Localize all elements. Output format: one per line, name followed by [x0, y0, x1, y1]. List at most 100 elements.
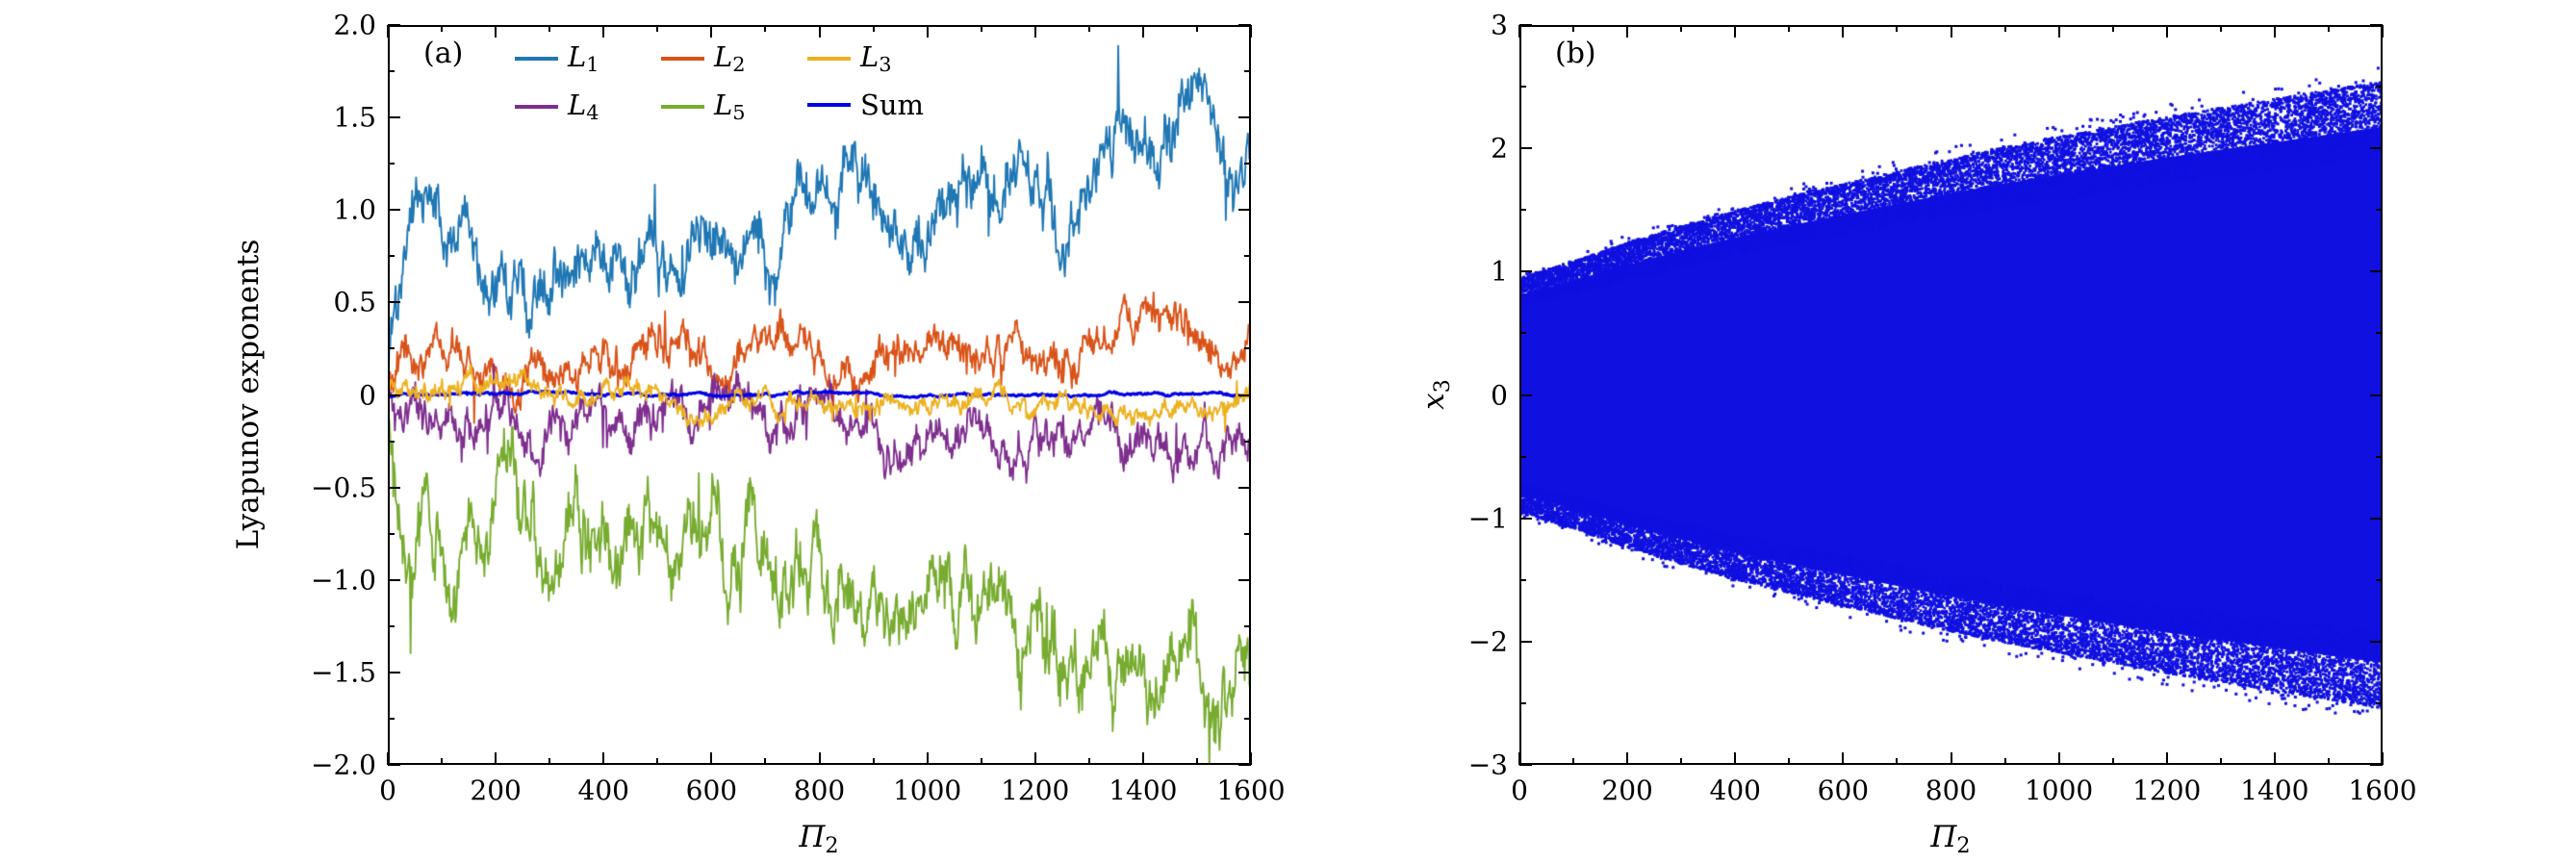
tick-mark	[2370, 270, 2383, 273]
tick-mark	[1680, 25, 1683, 32]
x-tick-label: 1600	[1216, 775, 1286, 806]
tick-mark	[764, 25, 767, 32]
tick-mark	[872, 25, 875, 32]
legend-label: Sum	[860, 89, 925, 121]
tick-mark	[2370, 24, 2383, 26]
tick-mark	[388, 440, 395, 443]
y-tick-label: 3	[1491, 9, 1508, 41]
tick-mark	[388, 301, 400, 304]
tick-mark	[388, 255, 395, 258]
y-tick-label: −2.0	[311, 749, 376, 781]
tick-mark	[388, 532, 395, 535]
tick-mark	[2376, 578, 2383, 581]
panel-a-xlabel: Π2	[799, 820, 838, 858]
legend-item-l2: L2	[661, 40, 746, 76]
tick-mark	[1238, 764, 1251, 766]
x-tick-label: 0	[1511, 775, 1528, 806]
y-tick-label: 1.5	[333, 101, 376, 134]
tick-mark	[2370, 147, 2383, 150]
tick-mark	[441, 25, 444, 32]
y-tick-label: 0	[1491, 379, 1508, 411]
tick-mark	[1195, 25, 1198, 32]
y-tick-label: 2.0	[333, 9, 376, 41]
x-tick-label: 200	[470, 775, 522, 806]
tick-mark	[495, 752, 497, 765]
x-tick-label: 0	[379, 775, 396, 806]
tick-mark	[2370, 394, 2383, 396]
panel-b-ylabel: x3	[1416, 379, 1455, 410]
tick-mark	[1519, 764, 1532, 766]
tick-mark	[2219, 25, 2222, 32]
tick-mark	[1572, 758, 1575, 765]
tick-mark	[1519, 147, 1532, 150]
y-tick-label: 0	[359, 379, 376, 411]
tick-mark	[548, 25, 551, 32]
legend-label: L1	[568, 40, 599, 77]
tick-mark	[1519, 701, 1526, 704]
tick-mark	[388, 717, 395, 720]
tick-mark	[388, 24, 400, 26]
tick-mark	[1250, 752, 1252, 765]
tick-mark	[1896, 758, 1899, 765]
tick-mark	[387, 25, 389, 38]
panel-b-letter: (b)	[1555, 37, 1596, 70]
panel-b-xlabel-sub: 2	[1956, 832, 1971, 858]
tick-mark	[388, 394, 400, 396]
tick-mark	[1896, 25, 1899, 32]
tick-mark	[872, 758, 875, 765]
tick-mark	[2376, 332, 2383, 335]
tick-mark	[1626, 25, 1629, 38]
tick-mark	[1244, 717, 1251, 720]
tick-mark	[1244, 255, 1251, 258]
x-tick-label: 800	[793, 775, 846, 806]
tick-mark	[2057, 752, 2060, 765]
legend-swatch	[515, 104, 558, 109]
tick-mark	[1788, 25, 1791, 32]
tick-mark	[2165, 752, 2168, 765]
tick-mark	[602, 25, 605, 38]
tick-mark	[388, 671, 400, 673]
tick-mark	[2376, 455, 2383, 458]
tick-mark	[2003, 25, 2006, 32]
tick-mark	[1680, 758, 1683, 765]
panel-b-xlabel-main: Π	[1930, 820, 1957, 855]
tick-mark	[1238, 394, 1251, 396]
legend-swatch	[661, 56, 704, 61]
y-tick-label: −2	[1467, 625, 1508, 658]
tick-mark	[388, 486, 400, 489]
legend-label: L3	[860, 40, 892, 77]
tick-mark	[1238, 671, 1251, 673]
panel-a-letter: (a)	[423, 37, 464, 70]
tick-mark	[1519, 394, 1532, 396]
x-tick-label: 1400	[2240, 775, 2309, 806]
x-tick-label: 1400	[1109, 775, 1178, 806]
tick-mark	[602, 752, 605, 765]
tick-mark	[388, 116, 400, 119]
tick-mark	[710, 25, 713, 38]
tick-mark	[548, 758, 551, 765]
tick-mark	[1244, 440, 1251, 443]
tick-mark	[1734, 752, 1737, 765]
panel-b-plot-canvas	[1519, 25, 2383, 765]
tick-mark	[1033, 25, 1036, 38]
tick-mark	[1950, 25, 1952, 38]
y-tick-label: −1.5	[311, 656, 376, 689]
tick-mark	[1250, 25, 1252, 38]
tick-mark	[1238, 116, 1251, 119]
x-tick-label: 600	[1817, 775, 1870, 806]
legend-item-l1: L1	[515, 40, 599, 76]
x-tick-label: 1000	[892, 775, 962, 806]
legend-swatch	[807, 103, 851, 107]
x-tick-label: 1000	[2024, 775, 2094, 806]
tick-mark	[2111, 25, 2114, 32]
tick-mark	[1519, 517, 1532, 520]
tick-mark	[1087, 758, 1090, 765]
tick-mark	[1195, 758, 1198, 765]
legend-swatch	[515, 56, 558, 61]
tick-mark	[2376, 209, 2383, 212]
x-tick-label: 1200	[2132, 775, 2202, 806]
tick-mark	[1572, 25, 1575, 32]
tick-mark	[2382, 25, 2384, 38]
x-tick-label: 200	[1601, 775, 1653, 806]
tick-mark	[1141, 25, 1144, 38]
